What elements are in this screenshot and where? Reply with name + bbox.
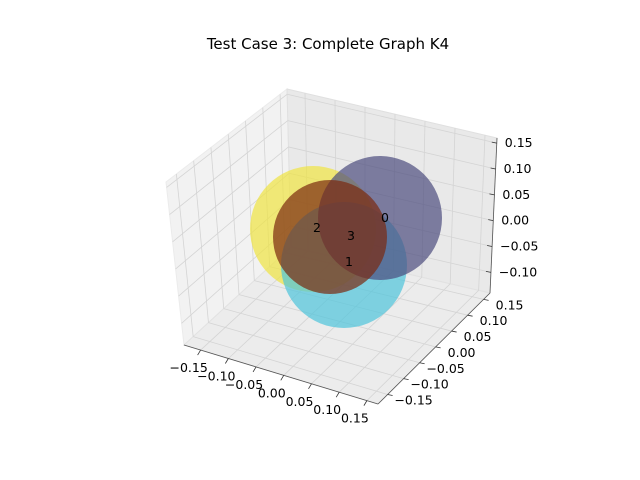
x-tick-mark — [308, 383, 312, 389]
z-grid-line-wall — [166, 93, 288, 188]
z-axis-line — [489, 137, 498, 294]
y-grid-line-wall — [193, 160, 209, 323]
z-grid-line — [287, 120, 496, 170]
y-grid-line-wall — [175, 173, 194, 337]
chart-title: Test Case 3: Complete Graph K4 — [206, 35, 449, 53]
x-tick-label: 0.10 — [313, 402, 341, 417]
y-grid-line-wall — [210, 147, 225, 309]
tick-marks: −0.15−0.10−0.050.000.050.100.15−0.15−0.1… — [169, 135, 538, 425]
y-tick-label: −0.10 — [410, 377, 448, 392]
z-grid-line — [287, 93, 497, 144]
node-label-0: 0 — [381, 210, 389, 225]
x-grid-line — [311, 276, 423, 385]
node-sphere-3 — [273, 180, 387, 294]
z-tick-label: 0.05 — [502, 187, 530, 202]
x-tick-label: −0.10 — [197, 368, 235, 383]
y-tick-label: 0.10 — [480, 313, 508, 328]
x-tick-mark — [335, 391, 340, 398]
z-tick-mark — [488, 219, 494, 222]
z-tick-label: −0.10 — [499, 264, 537, 279]
x-grid-line — [366, 290, 479, 401]
x-tick-mark — [280, 375, 285, 381]
y-tick-label: −0.05 — [426, 361, 464, 376]
z-tick-mark — [491, 141, 497, 144]
y-tick-label: 0.15 — [496, 297, 524, 312]
node-label-2: 2 — [313, 220, 321, 235]
z-tick-label: −0.05 — [500, 239, 538, 254]
y-grid-line — [208, 322, 404, 380]
x-axis-line — [183, 344, 379, 405]
y-tick-label: 0.00 — [448, 345, 476, 360]
node-spheres — [250, 156, 442, 328]
z-tick-mark — [487, 245, 493, 247]
z-grid-line-wall — [172, 146, 289, 243]
y-tick-label: −0.15 — [394, 392, 432, 407]
y-tick-mark — [403, 378, 409, 381]
x-grid-line-back — [478, 135, 486, 291]
z-tick-mark — [485, 270, 492, 273]
y-grid-line — [193, 336, 388, 395]
x-tick-label: −0.15 — [169, 360, 207, 375]
y-grid-line — [223, 308, 420, 364]
x-tick-label: 0.05 — [286, 394, 314, 409]
y-tick-mark — [483, 298, 489, 301]
x-tick-mark — [224, 358, 229, 364]
x-grid-line — [338, 283, 451, 393]
y-grid-line-wall — [245, 120, 255, 281]
y-tick-mark — [467, 314, 473, 317]
axis-lines — [183, 137, 498, 405]
y-tick-mark — [435, 346, 441, 349]
y-tick-mark — [419, 362, 425, 365]
x-tick-mark — [197, 349, 201, 356]
z-tick-label: 0.00 — [501, 213, 529, 228]
y-axis-line — [377, 292, 491, 405]
z-tick-label: 0.10 — [504, 161, 532, 176]
y-tick-label: 0.05 — [464, 329, 492, 344]
x-tick-label: −0.05 — [225, 377, 263, 392]
y-grid-line-wall — [227, 134, 240, 295]
x-tick-label: 0.00 — [258, 385, 286, 400]
x-tick-mark — [252, 366, 257, 373]
x-tick-label: 0.15 — [341, 411, 369, 426]
z-tick-mark — [489, 193, 495, 196]
node-label-3: 3 — [347, 228, 355, 243]
node-labels: 2 1 0 3 — [313, 210, 389, 269]
y-tick-mark — [387, 394, 393, 396]
x-grid-line-back — [449, 128, 456, 284]
z-tick-label: 0.15 — [505, 135, 533, 150]
x-tick-mark — [363, 400, 368, 406]
y-tick-mark — [451, 330, 457, 333]
z-grid-line-wall — [169, 120, 289, 215]
z-tick-mark — [490, 167, 496, 170]
node-label-1: 1 — [345, 254, 353, 269]
